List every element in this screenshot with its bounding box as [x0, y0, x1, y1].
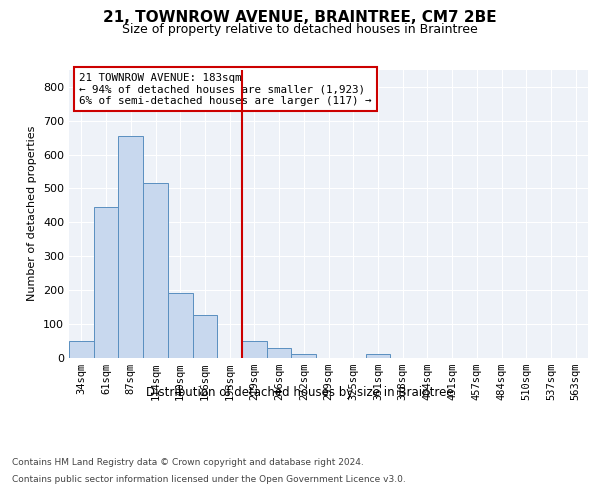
Bar: [365, 354, 390, 358]
Bar: [292, 354, 316, 358]
Bar: [69, 340, 94, 357]
Bar: [94, 207, 118, 358]
Text: 21 TOWNROW AVENUE: 183sqm
← 94% of detached houses are smaller (1,923)
6% of sem: 21 TOWNROW AVENUE: 183sqm ← 94% of detac…: [79, 73, 372, 106]
Bar: [267, 348, 292, 358]
Text: Contains HM Land Registry data © Crown copyright and database right 2024.: Contains HM Land Registry data © Crown c…: [12, 458, 364, 467]
Text: 21, TOWNROW AVENUE, BRAINTREE, CM7 2BE: 21, TOWNROW AVENUE, BRAINTREE, CM7 2BE: [103, 10, 497, 25]
Y-axis label: Number of detached properties: Number of detached properties: [28, 126, 37, 302]
Text: Contains public sector information licensed under the Open Government Licence v3: Contains public sector information licen…: [12, 474, 406, 484]
Bar: [193, 315, 217, 358]
Bar: [168, 293, 193, 358]
Text: Distribution of detached houses by size in Braintree: Distribution of detached houses by size …: [146, 386, 454, 399]
Text: Size of property relative to detached houses in Braintree: Size of property relative to detached ho…: [122, 24, 478, 36]
Bar: [242, 340, 267, 357]
Bar: [143, 184, 168, 358]
Bar: [118, 136, 143, 358]
